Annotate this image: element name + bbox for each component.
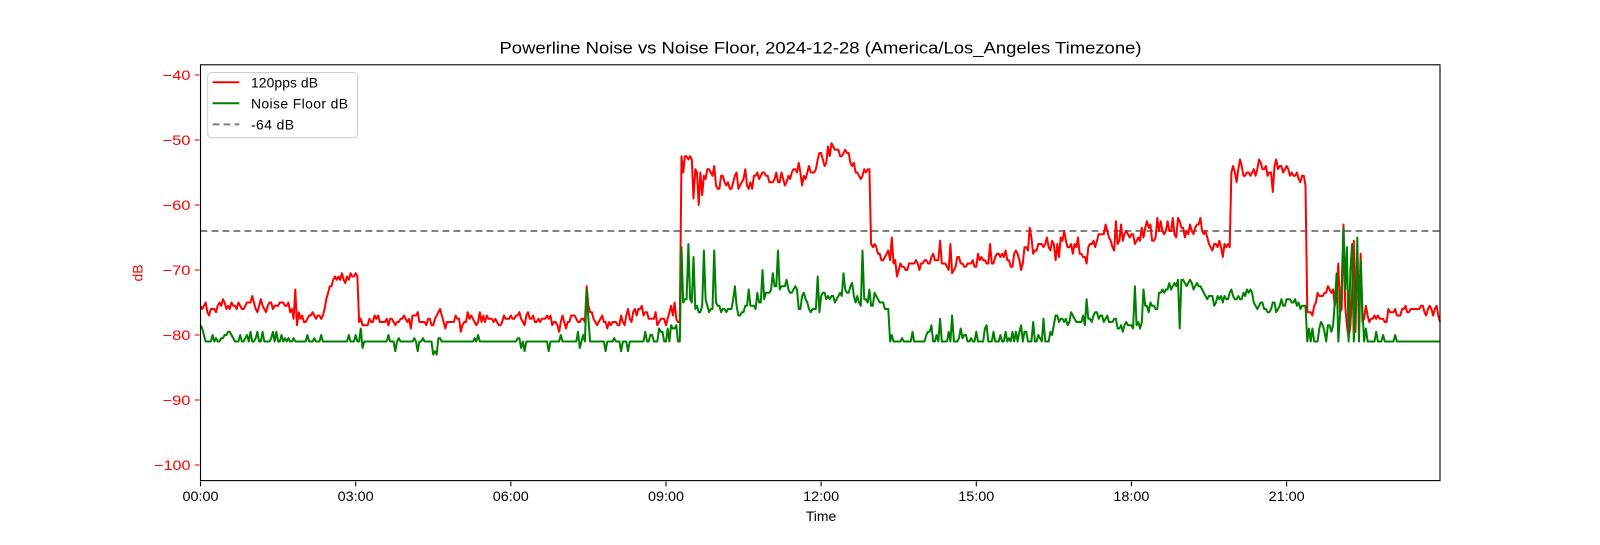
svg-text:09:00: 09:00 [648,488,684,504]
svg-text:12:00: 12:00 [803,488,839,504]
svg-text:−70: −70 [163,262,191,278]
svg-text:120pps dB: 120pps dB [251,74,318,90]
svg-text:−80: −80 [163,327,191,343]
svg-text:dB: dB [130,265,146,282]
svg-text:21:00: 21:00 [1269,488,1305,504]
svg-text:−50: −50 [163,132,191,148]
svg-text:15:00: 15:00 [958,488,994,504]
svg-text:18:00: 18:00 [1113,488,1149,504]
svg-text:03:00: 03:00 [338,488,374,504]
svg-text:00:00: 00:00 [183,488,219,504]
svg-text:Time: Time [806,508,837,524]
svg-text:-64 dB: -64 dB [251,116,294,132]
svg-text:Noise Floor dB: Noise Floor dB [251,95,348,111]
svg-text:−40: −40 [163,67,191,83]
svg-text:Powerline Noise vs Noise Floor: Powerline Noise vs Noise Floor, 2024-12-… [500,39,1142,58]
svg-text:−60: −60 [163,197,191,213]
svg-text:−100: −100 [154,457,191,473]
svg-text:−90: −90 [163,392,191,408]
svg-text:06:00: 06:00 [493,488,529,504]
